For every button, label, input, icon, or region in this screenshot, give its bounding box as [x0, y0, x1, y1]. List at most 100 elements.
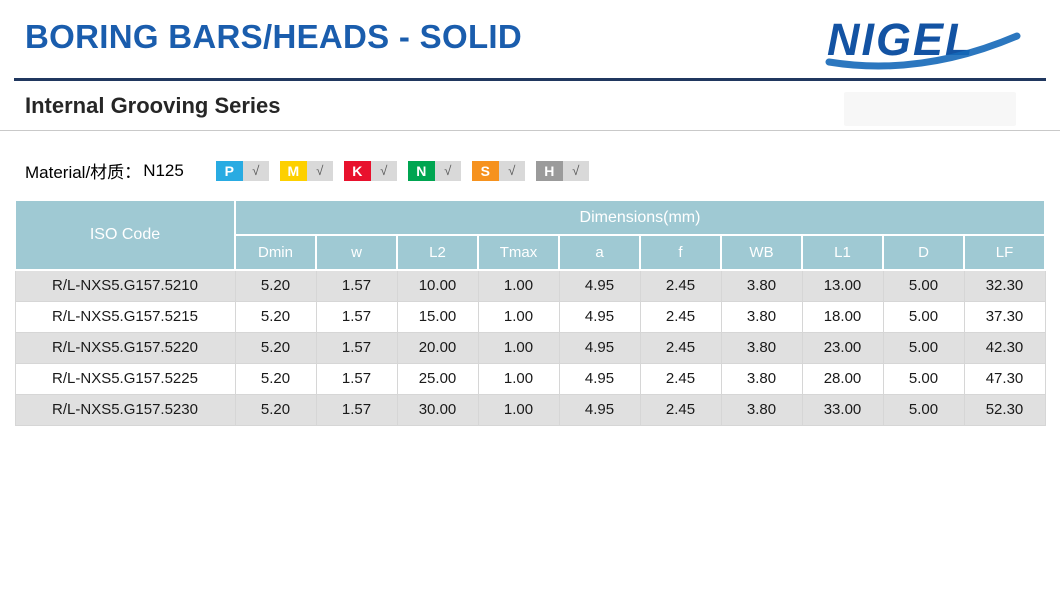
material-badges: P √ M √ K √ N √ S √ H √	[215, 160, 589, 181]
value-cell: 2.45	[639, 393, 722, 426]
check-icon: √	[498, 160, 525, 181]
value-cell: 5.20	[234, 269, 317, 302]
value-cell: 3.80	[720, 269, 803, 302]
series-subtitle: Internal Grooving Series	[25, 93, 281, 118]
page-header: BORING BARS/HEADS - SOLID NIGEL	[0, 0, 1060, 72]
check-icon: √	[370, 160, 397, 181]
value-cell: 52.30	[963, 393, 1046, 426]
value-cell: 5.00	[882, 300, 965, 333]
material-badge-group-N: N √	[407, 160, 461, 181]
value-cell: 10.00	[396, 269, 479, 302]
value-cell: 3.80	[720, 300, 803, 333]
table-row: R/L-NXS5.G157.5230 5.20 1.57 30.00 1.00 4.95 2…	[14, 393, 1046, 426]
check-icon: √	[306, 160, 333, 181]
value-cell: 4.95	[558, 300, 641, 333]
spec-table-head: ISO Code Dimensions(mm) Dmin w L2 Tmax a f WB L…	[14, 199, 1046, 271]
value-cell: 37.30	[963, 300, 1046, 333]
table-row: R/L-NXS5.G157.5215 5.20 1.57 15.00 1.00 4.95 2…	[14, 300, 1046, 333]
column-header-LF: LF	[963, 234, 1046, 271]
subtitle-divider	[0, 130, 1060, 131]
iso-code-cell: R/L-NXS5.G157.5230	[14, 393, 236, 426]
value-cell: 18.00	[801, 300, 884, 333]
value-cell: 1.57	[315, 300, 398, 333]
table-row: R/L-NXS5.G157.5210 5.20 1.57 10.00 1.00 4.95 2…	[14, 269, 1046, 302]
value-cell: 2.45	[639, 269, 722, 302]
check-icon: √	[434, 160, 461, 181]
dimensions-header: Dimensions(mm)	[234, 199, 1046, 236]
material-badge-H: H	[535, 160, 563, 181]
value-cell: 2.45	[639, 362, 722, 395]
value-cell: 25.00	[396, 362, 479, 395]
value-cell: 5.00	[882, 331, 965, 364]
value-cell: 5.20	[234, 362, 317, 395]
iso-code-header: ISO Code	[14, 199, 236, 271]
header-row-top: ISO Code Dimensions(mm)	[14, 199, 1046, 271]
column-header-w: w	[315, 234, 398, 271]
value-cell: 2.45	[639, 331, 722, 364]
value-cell: 1.00	[477, 269, 560, 302]
column-header-D: D	[882, 234, 965, 271]
material-badge-group-P: P √	[215, 160, 269, 181]
value-cell: 3.80	[720, 362, 803, 395]
value-cell: 1.57	[315, 393, 398, 426]
column-header-f: f	[639, 234, 722, 271]
spec-table: ISO Code Dimensions(mm) Dmin w L2 Tmax a f WB L…	[14, 199, 1046, 426]
value-cell: 5.00	[882, 393, 965, 426]
material-badge-K: K	[343, 160, 371, 181]
value-cell: 23.00	[801, 331, 884, 364]
material-badge-M: M	[279, 160, 307, 181]
iso-code-cell: R/L-NXS5.G157.5210	[14, 269, 236, 302]
brand-logo-text: NIGEL	[827, 14, 975, 65]
value-cell: 13.00	[801, 269, 884, 302]
value-cell: 20.00	[396, 331, 479, 364]
value-cell: 5.20	[234, 300, 317, 333]
iso-code-cell: R/L-NXS5.G157.5225	[14, 362, 236, 395]
value-cell: 4.95	[558, 362, 641, 395]
column-header-Dmin: Dmin	[234, 234, 317, 271]
value-cell: 5.20	[234, 393, 317, 426]
brand-logo: NIGEL	[825, 14, 1032, 72]
value-cell: 3.80	[720, 331, 803, 364]
material-row: Material/材质： N125 P √ M √ K √ N √ S √ H √	[25, 158, 1060, 183]
value-cell: 1.00	[477, 393, 560, 426]
iso-code-cell: R/L-NXS5.G157.5220	[14, 331, 236, 364]
value-cell: 1.57	[315, 269, 398, 302]
material-badge-P: P	[215, 160, 243, 181]
value-cell: 1.00	[477, 362, 560, 395]
page-title: BORING BARS/HEADS - SOLID	[25, 18, 523, 55]
value-cell: 30.00	[396, 393, 479, 426]
value-cell: 33.00	[801, 393, 884, 426]
column-header-L2: L2	[396, 234, 479, 271]
value-cell: 1.00	[477, 331, 560, 364]
title-divider	[14, 78, 1046, 81]
spec-table-body: R/L-NXS5.G157.5210 5.20 1.57 10.00 1.00 4.95 2…	[14, 269, 1046, 426]
value-cell: 1.57	[315, 331, 398, 364]
value-cell: 1.00	[477, 300, 560, 333]
check-icon: √	[562, 160, 589, 181]
value-cell: 47.30	[963, 362, 1046, 395]
value-cell: 4.95	[558, 331, 641, 364]
material-badge-group-K: K √	[343, 160, 397, 181]
table-row: R/L-NXS5.G157.5220 5.20 1.57 20.00 1.00 4.95 2…	[14, 331, 1046, 364]
material-badge-group-M: M √	[279, 160, 333, 181]
value-cell: 5.00	[882, 362, 965, 395]
watermark	[844, 92, 1016, 126]
value-cell: 4.95	[558, 269, 641, 302]
table-row: R/L-NXS5.G157.5225 5.20 1.57 25.00 1.00 4.95 2…	[14, 362, 1046, 395]
check-icon: √	[242, 160, 269, 181]
material-badge-S: S	[471, 160, 499, 181]
value-cell: 3.80	[720, 393, 803, 426]
iso-code-cell: R/L-NXS5.G157.5215	[14, 300, 236, 333]
value-cell: 15.00	[396, 300, 479, 333]
value-cell: 2.45	[639, 300, 722, 333]
value-cell: 4.95	[558, 393, 641, 426]
material-label: Material/材质：	[25, 163, 142, 182]
material-value: N125	[143, 160, 184, 180]
value-cell: 42.30	[963, 331, 1046, 364]
material-badge-group-S: S √	[471, 160, 525, 181]
column-header-L1: L1	[801, 234, 884, 271]
value-cell: 5.20	[234, 331, 317, 364]
column-header-Tmax: Tmax	[477, 234, 560, 271]
value-cell: 28.00	[801, 362, 884, 395]
